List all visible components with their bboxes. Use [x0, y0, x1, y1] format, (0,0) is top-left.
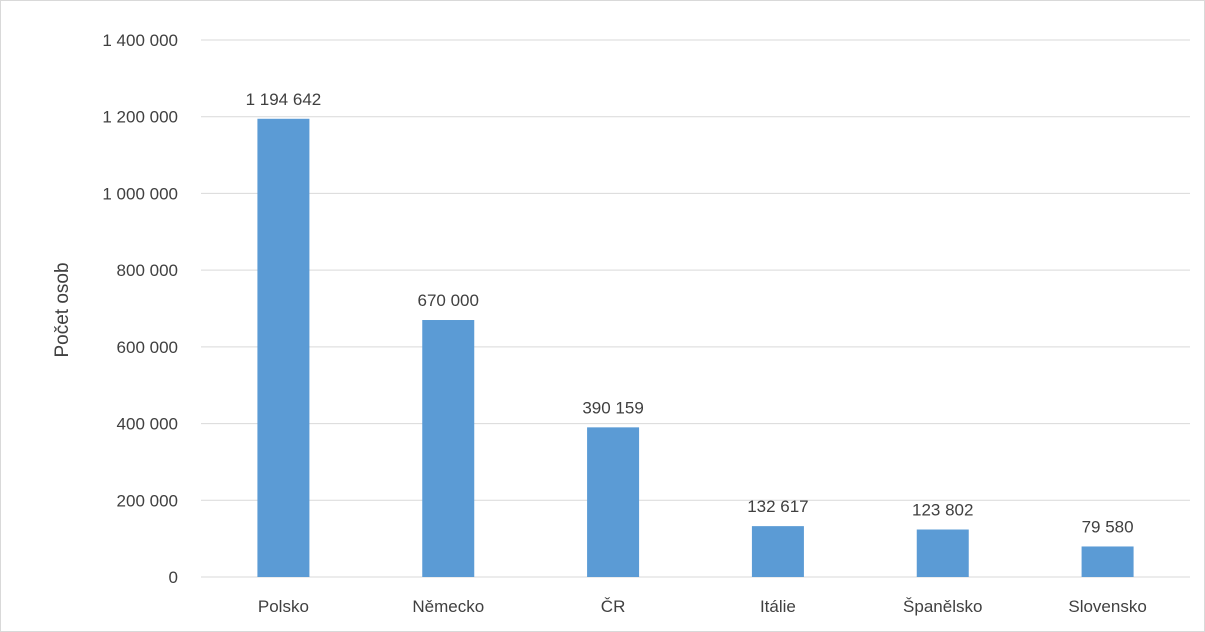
data-label: 1 194 642 — [246, 90, 322, 109]
data-label: 79 580 — [1082, 517, 1134, 536]
y-axis-label: Počet osob — [52, 262, 73, 357]
bar-Slovensko — [1081, 546, 1134, 577]
y-tick-label: 1 000 000 — [102, 184, 178, 203]
gridlines — [201, 39, 1190, 578]
bar-Německo — [422, 320, 475, 577]
bar-Itálie — [751, 526, 804, 577]
bars — [257, 118, 1134, 577]
bar-Polsko — [257, 118, 310, 577]
y-tick-label: 1 400 000 — [102, 31, 178, 50]
x-tick-label: Itálie — [760, 597, 796, 616]
y-tick-label: 600 000 — [117, 338, 178, 357]
x-tick-label: Polsko — [258, 597, 309, 616]
x-tick-label: Slovensko — [1068, 597, 1146, 616]
y-axis-tick-labels: 0 200 000 400 000 600 000 800 000 1 000 000 1 … — [102, 31, 178, 587]
y-tick-label: 0 — [169, 568, 178, 587]
bar-Španělsko — [916, 529, 969, 577]
x-tick-label: ČR — [601, 597, 626, 616]
data-label: 132 617 — [747, 497, 808, 516]
x-axis-tick-labels: Polsko Německo ČR Itálie Španělsko Slovensko — [258, 597, 1147, 616]
bar-ČR — [587, 427, 640, 577]
y-tick-label: 1 200 000 — [102, 108, 178, 127]
y-tick-label: 800 000 — [117, 261, 178, 280]
data-labels: 1 194 642 670 000 390 159 132 617 123 802 79 … — [246, 90, 1134, 537]
data-label: 390 159 — [582, 398, 643, 417]
data-label: 123 802 — [912, 501, 973, 520]
y-tick-label: 200 000 — [117, 491, 178, 510]
data-label: 670 000 — [418, 291, 479, 310]
x-tick-label: Německo — [412, 597, 484, 616]
x-tick-label: Španělsko — [903, 597, 982, 616]
y-tick-label: 400 000 — [117, 415, 178, 434]
